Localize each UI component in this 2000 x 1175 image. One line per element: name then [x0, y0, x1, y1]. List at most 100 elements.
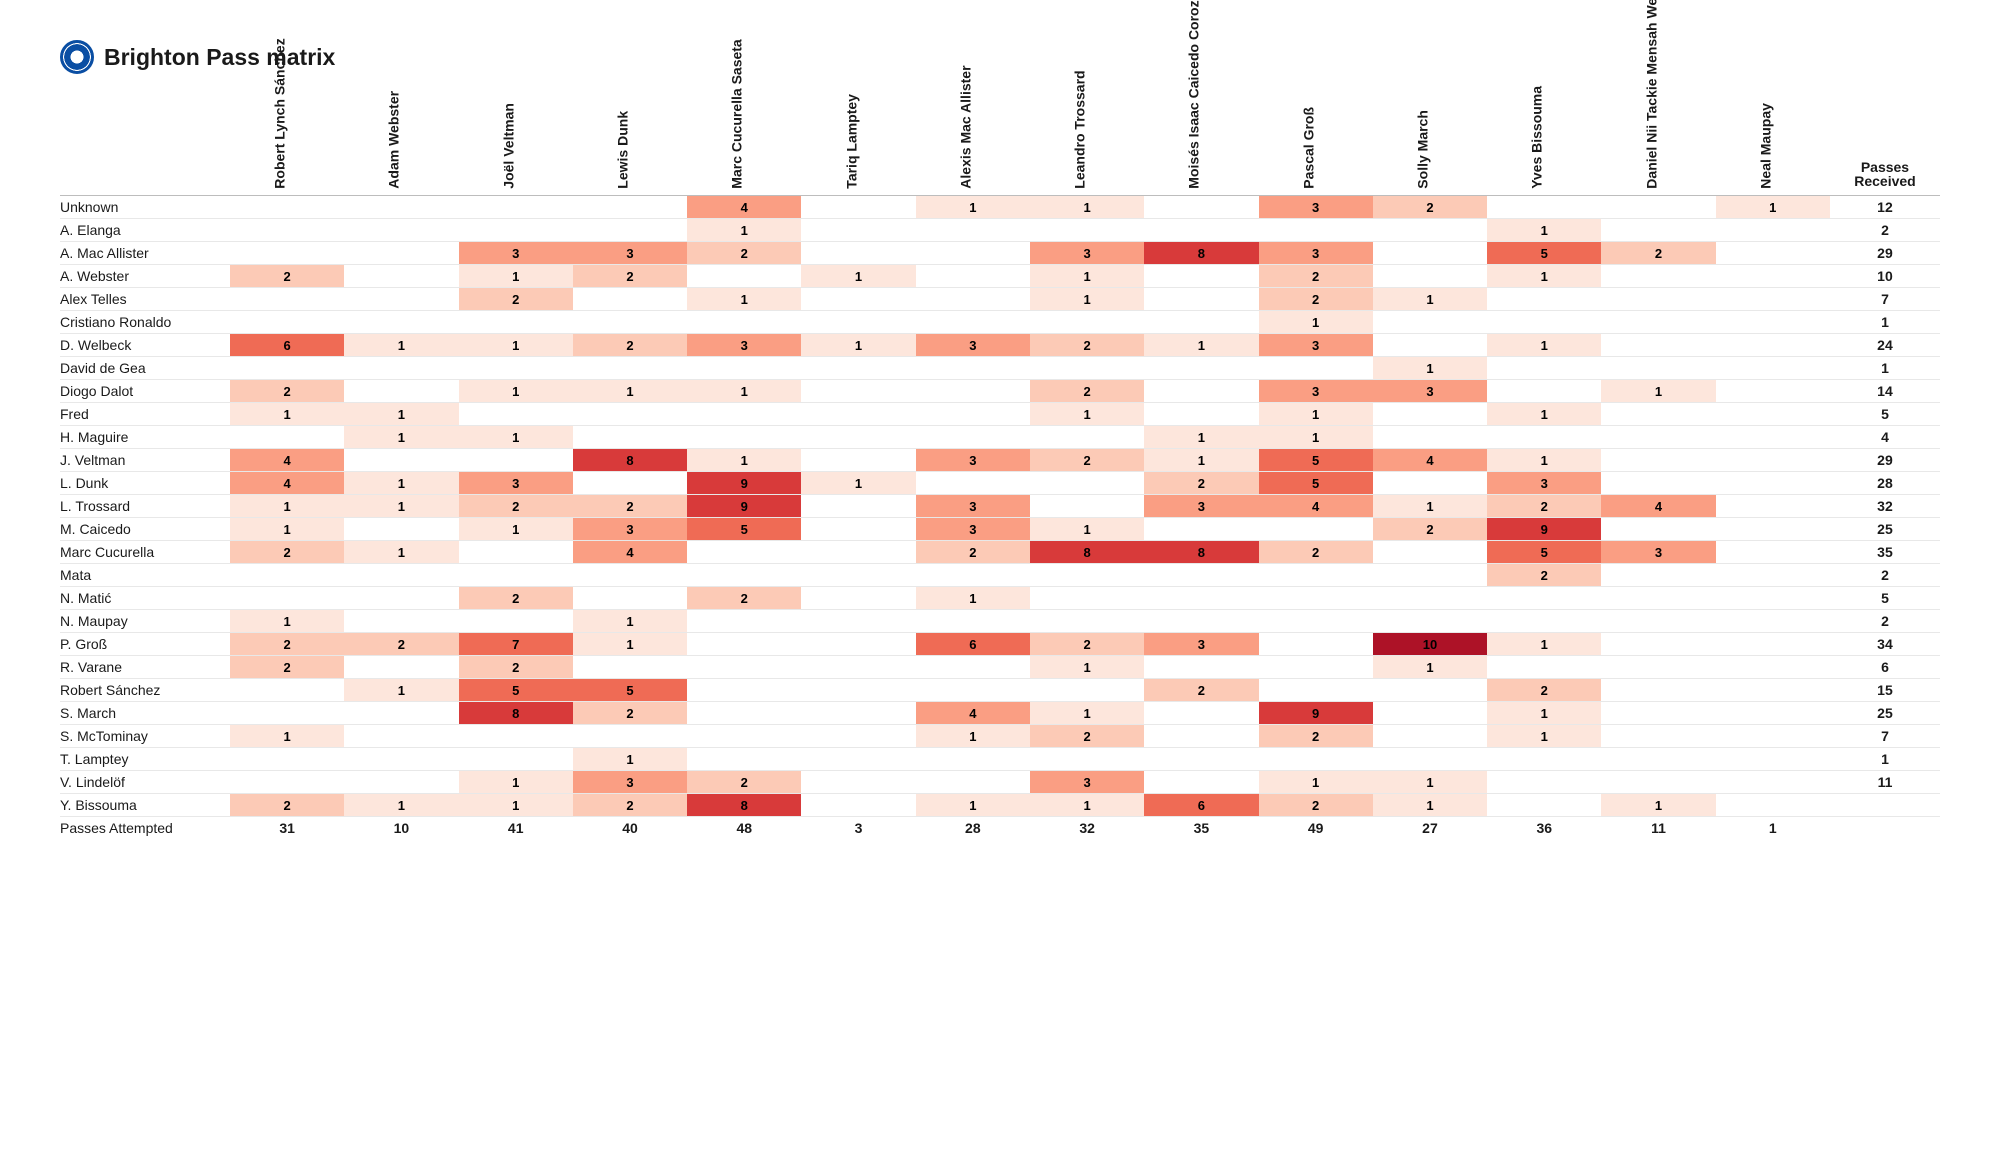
heatmap-cell: [801, 610, 915, 633]
heatmap-cell: 2: [573, 495, 687, 518]
heatmap-cell: [801, 702, 915, 725]
heatmap-cell: [916, 679, 1030, 702]
heatmap-cell: [1716, 541, 1830, 564]
heatmap-cell: [1716, 403, 1830, 426]
passes-attempted-total: 49: [1259, 817, 1373, 840]
heatmap-cell: [344, 357, 458, 380]
heatmap-cell: 8: [573, 449, 687, 472]
heatmap-cell: 2: [687, 242, 801, 265]
heatmap-cell: 5: [1487, 541, 1601, 564]
heatmap-cell: [801, 541, 915, 564]
heatmap-cell: [1373, 472, 1487, 495]
passes-received-total: 4: [1830, 426, 1940, 449]
column-header: Robert Lynch Sánchez: [230, 80, 344, 196]
passes-received-total: 28: [1830, 472, 1940, 495]
heatmap-cell: 1: [801, 265, 915, 288]
table-row: R. Varane22116: [60, 656, 1940, 679]
heatmap-cell: [344, 771, 458, 794]
heatmap-cell: [1601, 196, 1715, 219]
heatmap-cell: [573, 472, 687, 495]
heatmap-cell: [1716, 771, 1830, 794]
heatmap-cell: 2: [1259, 541, 1373, 564]
heatmap-cell: [801, 495, 915, 518]
heatmap-cell: 2: [459, 288, 573, 311]
heatmap-cell: [1716, 219, 1830, 242]
row-label: P. Groß: [60, 633, 230, 656]
heatmap-cell: [1144, 380, 1258, 403]
heatmap-cell: [573, 357, 687, 380]
column-header: Leandro Trossard: [1030, 80, 1144, 196]
heatmap-cell: [687, 403, 801, 426]
passes-received-total: 12: [1830, 196, 1940, 219]
heatmap-cell: 3: [573, 771, 687, 794]
heatmap-cell: [1373, 219, 1487, 242]
heatmap-cell: [1030, 311, 1144, 334]
heatmap-cell: 2: [230, 656, 344, 679]
passes-received-total: 1: [1830, 748, 1940, 771]
heatmap-cell: [801, 725, 915, 748]
heatmap-cell: [916, 656, 1030, 679]
heatmap-cell: 1: [344, 334, 458, 357]
heatmap-cell: [1487, 587, 1601, 610]
heatmap-cell: 1: [1487, 334, 1601, 357]
table-row: Alex Telles211217: [60, 288, 1940, 311]
heatmap-cell: [573, 564, 687, 587]
passes-attempted-total: 3: [801, 817, 915, 840]
heatmap-cell: [1144, 196, 1258, 219]
heatmap-cell: 3: [1144, 495, 1258, 518]
column-header: Adam Webster: [344, 80, 458, 196]
heatmap-cell: 1: [916, 794, 1030, 817]
row-label: L. Dunk: [60, 472, 230, 495]
heatmap-cell: [801, 357, 915, 380]
column-header: Lewis Dunk: [573, 80, 687, 196]
heatmap-cell: 5: [1259, 472, 1373, 495]
heatmap-cell: 1: [1373, 794, 1487, 817]
heatmap-cell: [687, 541, 801, 564]
heatmap-cell: 2: [230, 541, 344, 564]
heatmap-cell: [916, 748, 1030, 771]
heatmap-cell: 2: [1373, 196, 1487, 219]
heatmap-cell: 1: [1144, 334, 1258, 357]
passes-received-total: 25: [1830, 702, 1940, 725]
heatmap-cell: 3: [1030, 771, 1144, 794]
column-header: Marc Cucurella Saseta: [687, 80, 801, 196]
heatmap-cell: [1487, 771, 1601, 794]
heatmap-cell: [1487, 794, 1601, 817]
heatmap-cell: 9: [687, 472, 801, 495]
team-badge-icon: [60, 40, 94, 74]
heatmap-cell: 1: [1030, 656, 1144, 679]
heatmap-cell: 3: [459, 472, 573, 495]
heatmap-cell: 1: [230, 610, 344, 633]
heatmap-cell: [687, 610, 801, 633]
heatmap-cell: 2: [459, 587, 573, 610]
heatmap-cell: 1: [1487, 219, 1601, 242]
heatmap-cell: 1: [230, 518, 344, 541]
heatmap-cell: [230, 219, 344, 242]
heatmap-cell: [916, 311, 1030, 334]
heatmap-cell: 1: [1487, 725, 1601, 748]
passes-attempted-total: 48: [687, 817, 801, 840]
heatmap-cell: 1: [801, 334, 915, 357]
passes-received-total: 2: [1830, 219, 1940, 242]
heatmap-cell: 1: [1487, 702, 1601, 725]
column-header: Yves Bissouma: [1487, 80, 1601, 196]
heatmap-cell: [1030, 426, 1144, 449]
heatmap-cell: 1: [1144, 449, 1258, 472]
row-label: A. Webster: [60, 265, 230, 288]
heatmap-cell: 2: [1144, 472, 1258, 495]
heatmap-cell: 1: [687, 449, 801, 472]
heatmap-cell: 5: [459, 679, 573, 702]
heatmap-cell: [1144, 725, 1258, 748]
heatmap-cell: [230, 311, 344, 334]
heatmap-cell: 3: [916, 518, 1030, 541]
heatmap-cell: [1259, 357, 1373, 380]
row-label: Y. Bissouma: [60, 794, 230, 817]
passes-received-total: 2: [1830, 610, 1940, 633]
heatmap-cell: [1144, 518, 1258, 541]
heatmap-cell: 2: [230, 794, 344, 817]
row-label: M. Caicedo: [60, 518, 230, 541]
heatmap-cell: [230, 288, 344, 311]
heatmap-cell: 1: [459, 334, 573, 357]
heatmap-cell: [916, 242, 1030, 265]
heatmap-cell: [1373, 748, 1487, 771]
